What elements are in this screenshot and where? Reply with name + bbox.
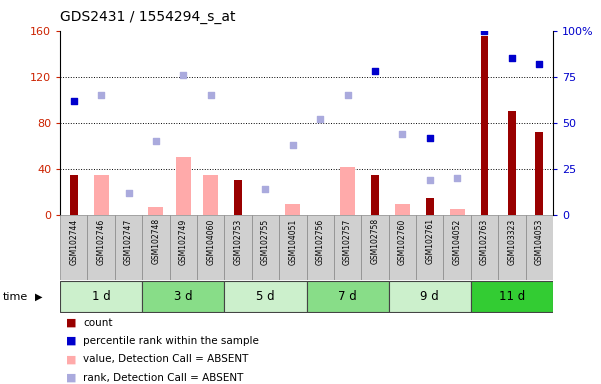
Text: GSM104051: GSM104051	[288, 218, 297, 265]
Bar	[307, 281, 389, 312]
Text: 7 d: 7 d	[338, 290, 357, 303]
Text: GSM102747: GSM102747	[124, 218, 133, 265]
Point	[425, 177, 435, 183]
Bar	[60, 215, 88, 280]
Text: GSM102761: GSM102761	[426, 218, 434, 265]
Text: 3 d: 3 d	[174, 290, 192, 303]
Bar	[279, 215, 307, 280]
Text: GSM102758: GSM102758	[370, 218, 379, 265]
Text: rank, Detection Call = ABSENT: rank, Detection Call = ABSENT	[83, 373, 243, 383]
Point	[343, 92, 352, 98]
Bar	[395, 204, 410, 215]
Point	[453, 175, 462, 181]
Point	[124, 190, 133, 196]
Bar	[142, 281, 224, 312]
Text: time: time	[3, 291, 28, 302]
Point	[206, 92, 216, 98]
Bar	[203, 175, 218, 215]
Point	[261, 186, 270, 192]
Point	[370, 68, 380, 74]
Text: GSM104052: GSM104052	[453, 218, 462, 265]
Bar	[70, 175, 78, 215]
Bar	[416, 215, 444, 280]
Bar	[169, 215, 197, 280]
Bar	[197, 215, 224, 280]
Bar	[94, 175, 109, 215]
Bar	[252, 215, 279, 280]
Bar	[224, 215, 252, 280]
Text: GSM102744: GSM102744	[69, 218, 78, 265]
Text: ■: ■	[66, 336, 76, 346]
Text: ■: ■	[66, 354, 76, 364]
Point	[316, 116, 325, 122]
Point	[480, 28, 489, 34]
Bar	[334, 215, 361, 280]
Bar	[444, 215, 471, 280]
Text: GDS2431 / 1554294_s_at: GDS2431 / 1554294_s_at	[60, 10, 236, 23]
Point	[151, 138, 160, 144]
Point	[288, 142, 297, 148]
Text: GSM102757: GSM102757	[343, 218, 352, 265]
Point	[397, 131, 407, 137]
Bar	[148, 207, 163, 215]
Point	[534, 61, 544, 67]
Text: percentile rank within the sample: percentile rank within the sample	[83, 336, 259, 346]
Bar	[307, 215, 334, 280]
Text: GSM102746: GSM102746	[97, 218, 106, 265]
Bar	[224, 281, 307, 312]
Bar	[450, 209, 465, 215]
Text: ▶: ▶	[35, 291, 42, 302]
Bar	[115, 215, 142, 280]
Text: ■: ■	[66, 373, 76, 383]
Text: 5 d: 5 d	[256, 290, 275, 303]
Text: GSM102753: GSM102753	[234, 218, 243, 265]
Bar	[471, 215, 498, 280]
Point	[507, 55, 517, 61]
Bar	[361, 215, 389, 280]
Text: count: count	[83, 318, 112, 328]
Text: GSM102755: GSM102755	[261, 218, 270, 265]
Bar	[175, 157, 191, 215]
Bar	[60, 281, 142, 312]
Bar	[498, 215, 525, 280]
Text: ■: ■	[66, 318, 76, 328]
Text: 11 d: 11 d	[499, 290, 525, 303]
Bar	[389, 215, 416, 280]
Text: GSM102763: GSM102763	[480, 218, 489, 265]
Text: GSM102748: GSM102748	[151, 218, 160, 265]
Text: 9 d: 9 d	[420, 290, 439, 303]
Bar	[535, 132, 543, 215]
Bar	[426, 198, 433, 215]
Point	[96, 92, 106, 98]
Bar	[234, 180, 242, 215]
Text: value, Detection Call = ABSENT: value, Detection Call = ABSENT	[83, 354, 248, 364]
Bar	[88, 215, 115, 280]
Bar	[389, 281, 471, 312]
Text: 1 d: 1 d	[92, 290, 111, 303]
Bar	[371, 175, 379, 215]
Bar	[525, 215, 553, 280]
Bar	[481, 36, 488, 215]
Point	[425, 134, 435, 141]
Bar	[142, 215, 169, 280]
Bar	[508, 111, 516, 215]
Text: GSM102760: GSM102760	[398, 218, 407, 265]
Bar	[471, 281, 553, 312]
Bar	[285, 204, 300, 215]
Point	[178, 72, 188, 78]
Point	[69, 98, 79, 104]
Text: GSM103323: GSM103323	[507, 218, 516, 265]
Bar	[340, 167, 355, 215]
Text: GSM104060: GSM104060	[206, 218, 215, 265]
Text: GSM102749: GSM102749	[179, 218, 188, 265]
Text: GSM104053: GSM104053	[535, 218, 544, 265]
Text: GSM102756: GSM102756	[316, 218, 325, 265]
